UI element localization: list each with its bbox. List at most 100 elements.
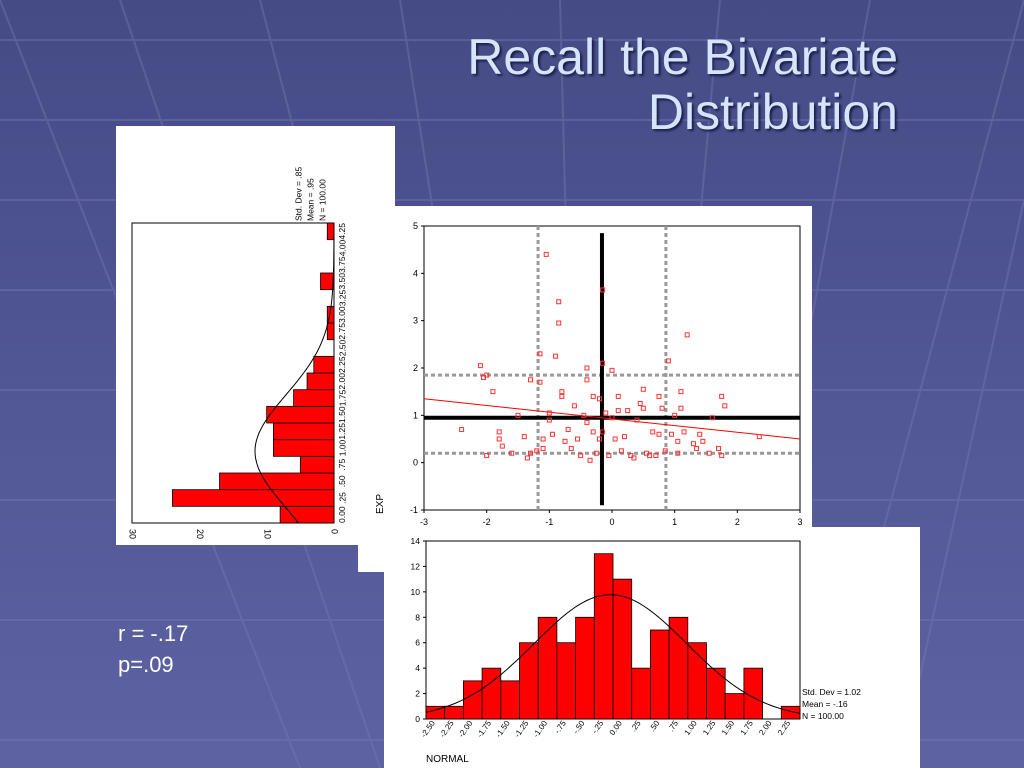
count-tick-label: 10 <box>262 529 272 539</box>
scatter-point <box>565 427 571 433</box>
bin-tick-label: .75 <box>666 719 680 734</box>
scatter-point <box>540 445 546 451</box>
bin-tick-label: 2.25 <box>337 356 347 373</box>
histogram-bar <box>556 642 576 720</box>
bin-tick-label: -1.50 <box>494 719 512 740</box>
histogram-bar <box>519 642 539 720</box>
histogram-bar <box>575 616 595 720</box>
bin-tick-label: .75 <box>337 458 347 470</box>
bin-tick-label: 1.50 <box>720 719 737 737</box>
scatter-point <box>581 412 587 418</box>
bin-tick-label: .25 <box>629 719 643 734</box>
scatter-point <box>524 455 530 461</box>
bin-tick-label: -.25 <box>590 719 606 736</box>
x-tick-label: 1 <box>672 517 677 527</box>
histogram-bar <box>306 372 335 391</box>
count-tick-label: 30 <box>128 529 138 539</box>
x-tick-label: 2 <box>735 517 740 527</box>
bin-tick-label: -2.25 <box>438 719 456 740</box>
scatter-point <box>484 453 490 459</box>
scatter-point <box>756 434 762 440</box>
scatter-point <box>515 412 521 418</box>
y-tick-label: 2 <box>415 689 420 699</box>
scatter-point <box>640 405 646 411</box>
scatter-point <box>700 438 706 444</box>
scatter-point <box>584 365 590 371</box>
bin-tick-label: -.75 <box>553 719 569 736</box>
normal-histogram: 0 2 4 6 8 10 12 14 -2.50 -2.25 -2.00 -1.75 -1.50 -1.2… <box>411 536 862 765</box>
y-tick-label: 12 <box>411 561 421 571</box>
scatter-point <box>640 386 646 392</box>
scatter-point <box>678 405 684 411</box>
scatter-point <box>618 448 624 454</box>
bin-tick-label: .50 <box>337 475 347 487</box>
y-tick-label: 10 <box>411 587 421 597</box>
bin-tick-label: -2.00 <box>457 719 475 740</box>
scatter-point <box>709 415 715 421</box>
x-tick-label: 3 <box>797 517 802 527</box>
y-tick-label: 0 <box>413 458 418 468</box>
exp-histogram: 30 20 10 0 0.00 .25 .50 .75 1.001.251.501.752.00… <box>128 167 348 539</box>
histogram-stat: Mean = -.16 <box>802 699 848 709</box>
y-tick-label: 2 <box>413 363 418 373</box>
scatter-point <box>559 389 565 395</box>
scatter-point <box>596 396 602 402</box>
scatter-point <box>690 441 696 447</box>
scatter-point <box>659 405 665 411</box>
scatter-point <box>568 445 574 451</box>
normal-curve <box>254 223 335 524</box>
bin-tick-label: 0.00 <box>337 506 347 523</box>
scatter-point <box>637 401 643 406</box>
y-tick-label: 3 <box>413 316 418 326</box>
histogram-bar <box>293 389 335 407</box>
histogram-bar <box>500 680 520 720</box>
histogram-bar <box>326 322 335 341</box>
bin-tick-label: 2.25 <box>776 719 793 737</box>
scatter-point <box>490 389 496 395</box>
bin-tick-label: -1.75 <box>475 719 493 740</box>
bin-tick-label: 3.25 <box>337 289 347 306</box>
scatter-point <box>496 429 502 435</box>
scatter-point <box>681 429 687 435</box>
x-tick-label: -3 <box>420 517 428 527</box>
scatter-point <box>650 429 656 435</box>
bin-tick-label: 2.75 <box>337 323 347 340</box>
histogram-bar <box>320 272 335 291</box>
scatter-point <box>706 450 712 456</box>
scatter-point <box>543 251 549 257</box>
scatter-point <box>606 453 612 459</box>
bin-tick-label: 2.00 <box>337 373 347 390</box>
scatter-point <box>662 448 668 454</box>
y-tick-label: 1 <box>413 410 418 420</box>
scatter-point <box>600 429 606 435</box>
y-tick-label: 4 <box>415 663 420 673</box>
scatter-point <box>609 367 615 373</box>
bin-tick-label: 3.75 <box>337 256 347 273</box>
scatter-plot: -3 -2 -1 0 1 2 3 -1 0 1 2 3 4 5 EXP <box>375 221 803 527</box>
x-tick-label: -1 <box>545 517 553 527</box>
histogram-stat: N = 100.00 <box>317 179 327 221</box>
scatter-point <box>509 450 515 456</box>
scatter-point <box>678 389 684 395</box>
scatter-point <box>719 453 725 459</box>
bin-tick-label: -1.00 <box>531 719 549 740</box>
normal-curve <box>425 594 801 714</box>
histogram-bar <box>299 455 335 474</box>
regression-line <box>423 398 801 440</box>
scatter-point <box>622 434 628 440</box>
scatter-point <box>556 320 562 326</box>
scatter-point <box>537 351 543 357</box>
histogram-bar <box>631 667 651 720</box>
scatter-point <box>556 299 562 305</box>
scatter-point <box>609 415 615 421</box>
bin-tick-label: 1.00 <box>682 719 699 737</box>
count-tick-label: 20 <box>195 529 205 539</box>
scatter-point <box>521 434 527 440</box>
scatter-point <box>669 431 675 437</box>
scatter-point <box>631 455 637 461</box>
scatter-point <box>656 393 662 399</box>
histogram-bar <box>612 578 633 720</box>
bin-tick-label: 0.00 <box>608 719 625 737</box>
scatter-point <box>477 363 483 369</box>
y-axis-label: EXP <box>375 494 386 514</box>
